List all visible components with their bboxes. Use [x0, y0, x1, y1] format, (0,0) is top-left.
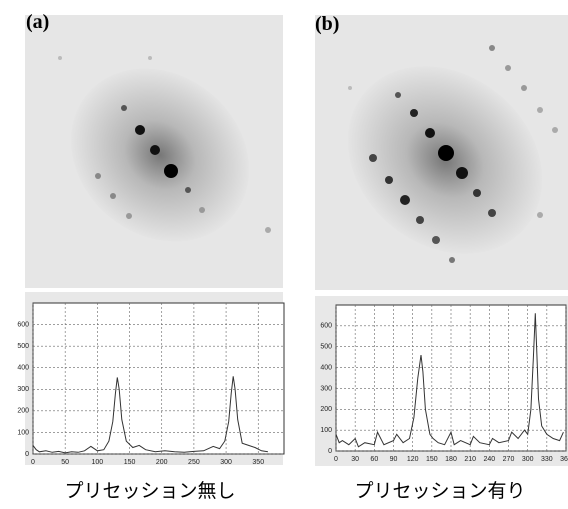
x-tick-label: 180 — [445, 456, 457, 463]
x-tick-label: 300 — [522, 456, 534, 463]
x-tick-label: 0 — [334, 456, 338, 463]
x-tick-label: 30 — [351, 456, 359, 463]
y-tick-label: 600 — [320, 323, 332, 330]
x-tick-label: 60 — [370, 456, 378, 463]
x-tick-label: 200 — [156, 459, 168, 466]
panel-label: (b) — [315, 13, 339, 35]
x-tick-label: 100 — [92, 459, 104, 466]
y-tick-label: 400 — [320, 364, 332, 371]
panel-label: (a) — [26, 11, 49, 33]
y-tick-label: 300 — [17, 386, 29, 393]
x-tick-label: 50 — [61, 459, 69, 466]
y-tick-label: 100 — [17, 429, 29, 436]
y-tick-label: 400 — [17, 365, 29, 372]
caption: プリセッション無し — [64, 480, 235, 502]
profile-line — [32, 376, 268, 454]
plot-area — [32, 302, 285, 455]
y-tick-label: 0 — [25, 451, 29, 458]
x-tick-label: 300 — [220, 459, 232, 466]
y-tick-label: 100 — [320, 427, 332, 434]
y-tick-label: 200 — [320, 406, 332, 413]
caption: プリセッション有り — [354, 480, 525, 502]
y-tick-label: 600 — [17, 321, 29, 328]
profile-line — [335, 313, 564, 448]
x-tick-label: 330 — [541, 456, 553, 463]
x-tick-label: 120 — [407, 456, 419, 463]
y-tick-label: 0 — [328, 448, 332, 455]
x-tick-label: 150 — [426, 456, 438, 463]
x-tick-label: 210 — [464, 456, 476, 463]
x-tick-label: 270 — [503, 456, 515, 463]
y-tick-label: 200 — [17, 408, 29, 415]
x-tick-label: 90 — [390, 456, 398, 463]
y-tick-label: 300 — [320, 385, 332, 392]
diffraction-image-b — [315, 15, 568, 290]
y-tick-label: 500 — [17, 343, 29, 350]
x-tick-label: 350 — [252, 459, 264, 466]
diffraction-image-a — [25, 15, 283, 288]
x-tick-label: 150 — [124, 459, 136, 466]
x-tick-label: 250 — [188, 459, 200, 466]
x-tick-label: 0 — [31, 459, 35, 466]
y-tick-label: 500 — [320, 344, 332, 351]
x-tick-label: 240 — [483, 456, 495, 463]
x-tick-label: 360 — [560, 456, 568, 463]
